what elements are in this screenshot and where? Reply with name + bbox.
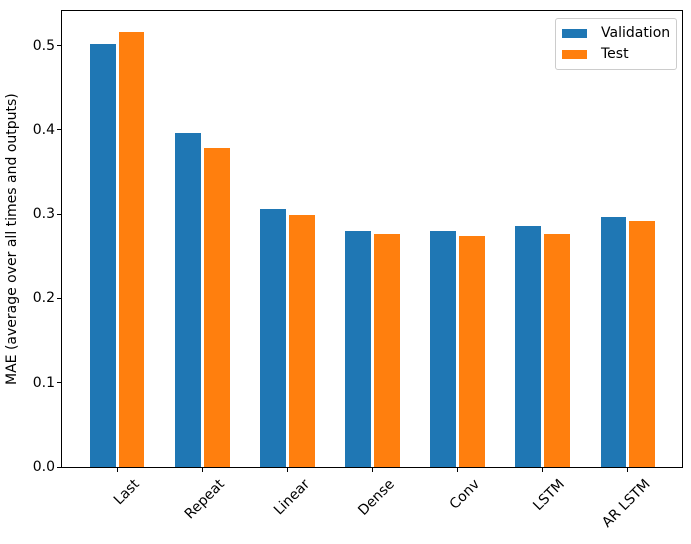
- bar-validation-repeat: [175, 133, 201, 467]
- bar-test-conv: [459, 236, 485, 467]
- y-tick-label: 0.4: [32, 121, 55, 138]
- bar-test-linear: [289, 215, 315, 467]
- x-tick-label: Linear: [270, 476, 314, 519]
- y-tick-mark: [57, 297, 61, 299]
- test-color-swatch: [562, 49, 587, 59]
- legend-entry-test: Test: [562, 44, 670, 64]
- y-tick-label: 0.2: [32, 290, 55, 307]
- x-tick-mark: [116, 468, 118, 472]
- bar-validation-linear: [260, 209, 286, 467]
- y-axis-label: MAE (average over all times and outputs): [4, 93, 20, 386]
- x-tick-mark: [542, 468, 544, 472]
- x-tick-mark: [457, 468, 458, 472]
- plot-area: [61, 10, 683, 468]
- bar-test-last: [118, 32, 145, 467]
- y-tick-label: 0.5: [32, 37, 55, 54]
- x-tick-mark: [201, 468, 203, 472]
- x-tick-label: Dense: [355, 476, 399, 519]
- validation-color-swatch: [562, 28, 587, 38]
- bar-validation-dense: [345, 231, 371, 467]
- legend-label-validation: Validation: [601, 25, 671, 41]
- x-tick-label: Last: [110, 476, 143, 509]
- bar-validation-ar-lstm: [600, 216, 626, 467]
- x-tick-mark: [627, 468, 629, 472]
- y-tick-mark: [57, 382, 61, 384]
- y-tick-mark: [57, 213, 61, 215]
- x-tick-label: Repeat: [181, 476, 228, 523]
- x-tick-label: AR LSTM: [598, 476, 654, 531]
- y-tick-mark: [57, 466, 61, 468]
- bar-test-dense: [374, 234, 400, 467]
- y-tick-label: 0.3: [32, 206, 55, 223]
- legend-label-test: Test: [601, 46, 629, 62]
- x-tick-mark: [286, 468, 288, 472]
- x-tick-label: Conv: [446, 476, 484, 513]
- x-tick-label: LSTM: [530, 476, 569, 515]
- bar-validation-conv: [430, 231, 456, 467]
- bar-test-ar-lstm: [629, 220, 655, 467]
- x-tick-mark: [371, 468, 373, 472]
- legend-entry-validation: Validation: [562, 23, 670, 43]
- bar-test-lstm: [544, 233, 570, 467]
- bar-validation-last: [90, 43, 116, 467]
- y-tick-label: 0.0: [32, 459, 55, 475]
- legend: Validation Test: [555, 18, 677, 70]
- y-tick-label: 0.1: [32, 374, 55, 391]
- y-tick-mark: [57, 129, 61, 131]
- bar-validation-lstm: [515, 225, 541, 467]
- y-tick-mark: [57, 45, 61, 47]
- bar-test-repeat: [204, 148, 230, 467]
